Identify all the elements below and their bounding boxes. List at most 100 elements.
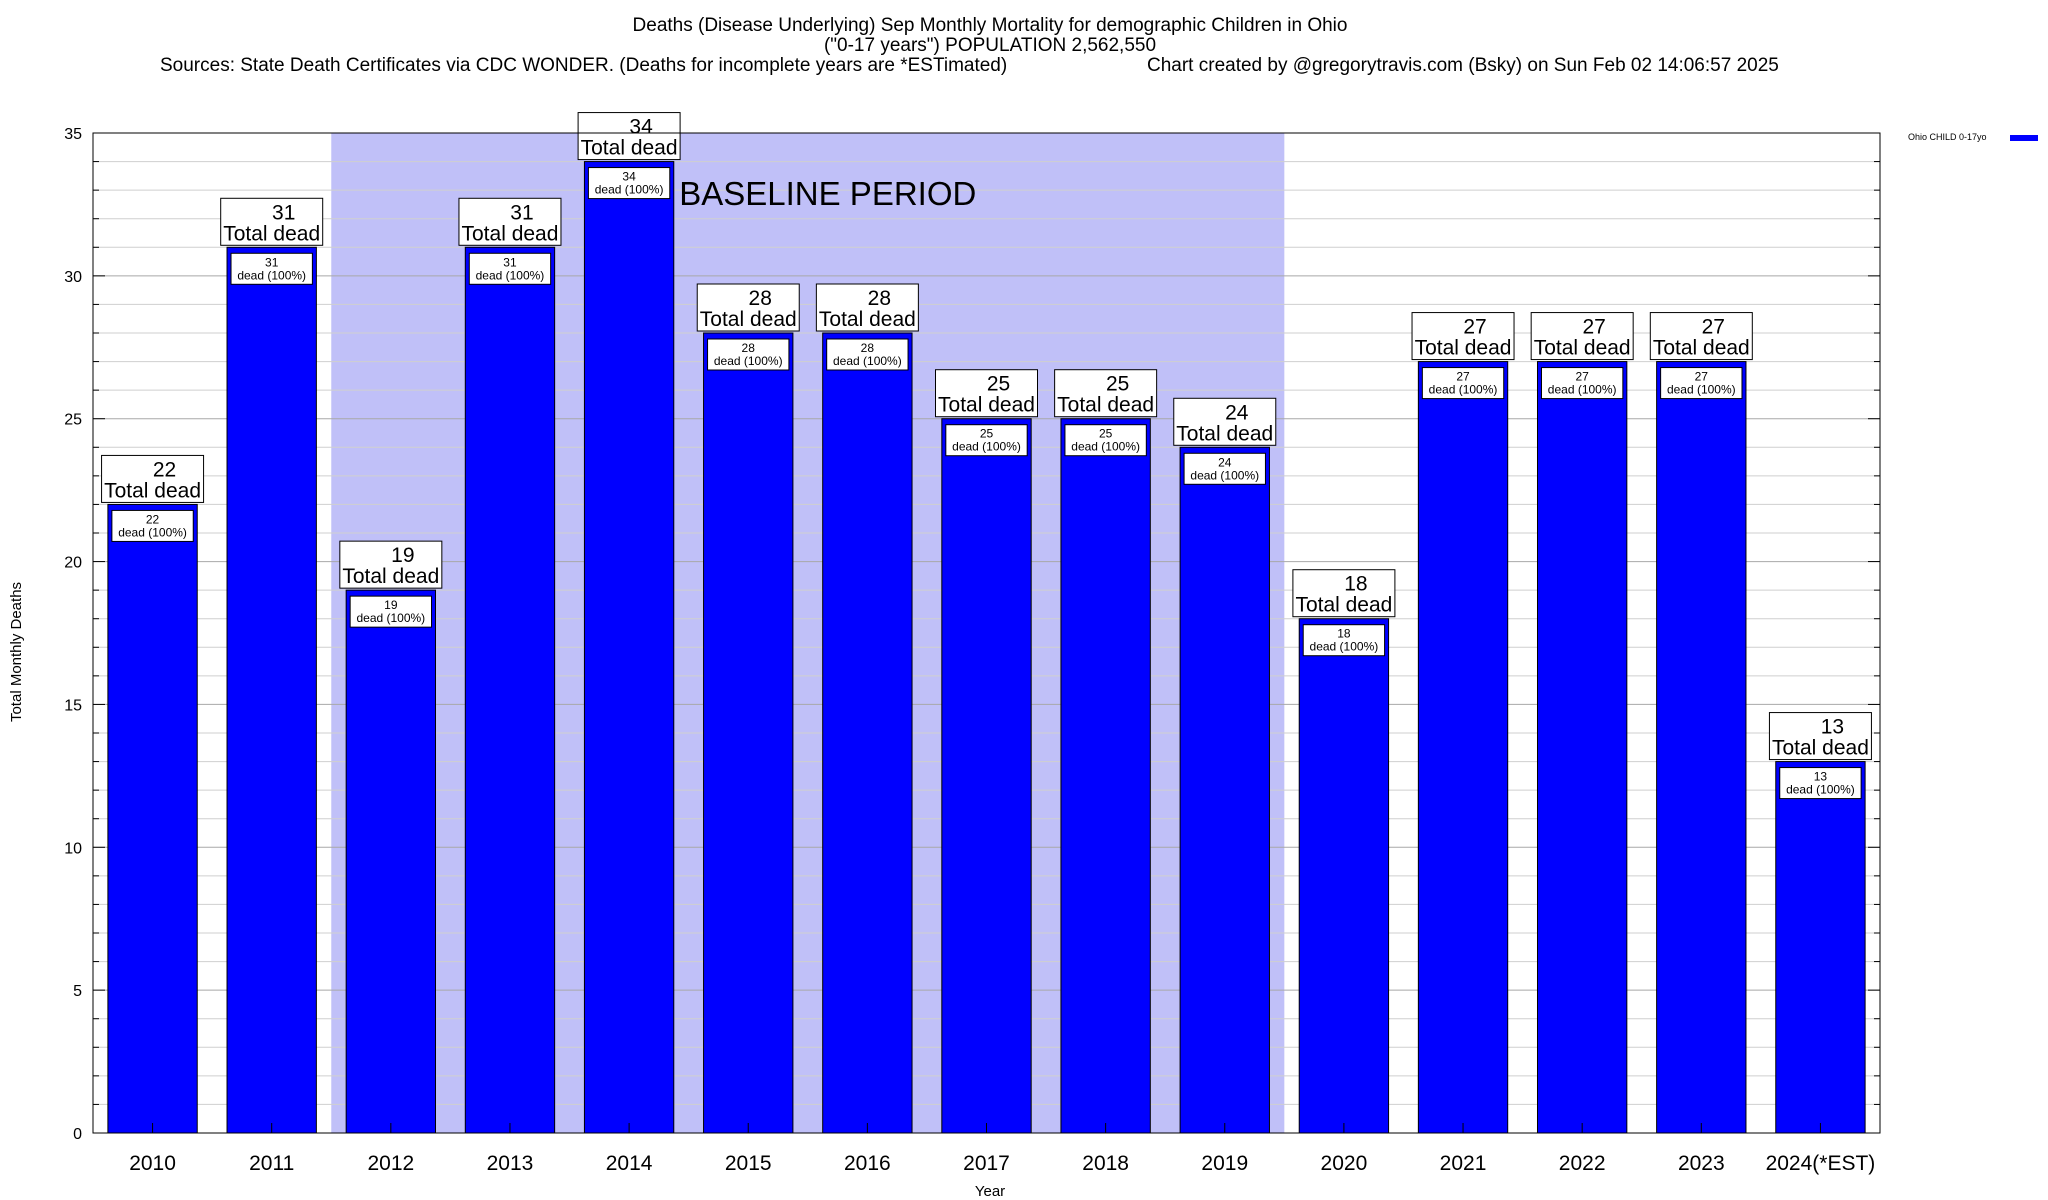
inner-label-text: dead (100%) <box>714 354 783 368</box>
inner-label-box <box>1302 624 1386 657</box>
inner-label-value: 27 <box>1575 370 1589 384</box>
inner-label-box <box>1660 367 1743 400</box>
y-tick-label: 15 <box>64 697 82 714</box>
x-tick-label: 2019 <box>1201 1152 1248 1175</box>
top-label-box <box>220 197 324 246</box>
top-label-text: Total dead <box>819 308 916 331</box>
bar <box>1298 618 1390 1134</box>
x-tick-label: 2024(*EST) <box>1766 1152 1876 1175</box>
top-label-value: 28 <box>868 287 891 310</box>
inner-label-value: 25 <box>1099 427 1113 441</box>
bar <box>822 332 913 1134</box>
inner-label-value: 34 <box>622 170 636 184</box>
top-label-box <box>577 112 681 161</box>
bar <box>1775 761 1866 1134</box>
inner-label-box <box>826 338 909 371</box>
inner-label-box <box>1183 452 1266 485</box>
inner-label-box <box>468 252 552 285</box>
top-label-text: Total dead <box>1176 422 1273 445</box>
bar <box>941 418 1032 1134</box>
top-label-value: 19 <box>391 544 414 567</box>
x-tick-label: 2023 <box>1678 1152 1725 1175</box>
top-label-box <box>1530 312 1634 361</box>
top-label-text: Total dead <box>1415 337 1512 360</box>
top-label-text: Total dead <box>1295 594 1392 617</box>
inner-label-text: dead (100%) <box>1310 640 1379 654</box>
inner-label-value: 13 <box>1814 770 1828 784</box>
top-label-value: 25 <box>1106 373 1129 396</box>
inner-label-text: dead (100%) <box>952 440 1021 454</box>
bar <box>464 246 556 1134</box>
top-label-text: Total dead <box>223 222 320 245</box>
inner-label-text: dead (100%) <box>118 525 187 539</box>
inner-label-text: dead (100%) <box>833 354 902 368</box>
inner-label-text: dead (100%) <box>356 611 425 625</box>
chart-title-line-2: ("0-17 years") POPULATION 2,562,550 <box>824 35 1156 56</box>
y-tick-label: 35 <box>64 126 82 143</box>
top-label-text: Total dead <box>104 479 201 502</box>
inner-label-value: 22 <box>146 512 160 526</box>
legend-swatch <box>2010 135 2038 141</box>
inner-label-value: 24 <box>1218 455 1232 469</box>
inner-label-text: dead (100%) <box>1667 383 1736 397</box>
x-tick-label: 2010 <box>129 1152 176 1175</box>
top-label-value: 31 <box>272 201 295 224</box>
y-tick-label: 0 <box>73 1126 82 1143</box>
x-tick-label: 2011 <box>249 1152 294 1175</box>
inner-label-value: 31 <box>265 255 279 269</box>
x-tick-label: 2018 <box>1082 1152 1129 1175</box>
legend-label: Ohio CHILD 0-17yo <box>1908 132 1987 142</box>
top-label-value: 18 <box>1344 573 1367 596</box>
inner-label-text: dead (100%) <box>1071 440 1140 454</box>
y-axis-title: Total Monthly Deaths <box>8 582 25 722</box>
top-label-box <box>458 197 562 246</box>
x-tick-label: 2014 <box>606 1152 653 1175</box>
top-label-value: 22 <box>153 458 176 481</box>
x-tick-label: 2015 <box>725 1152 772 1175</box>
top-label-box <box>1768 712 1872 761</box>
chart-credit: Chart created by @gregorytravis.com (Bsk… <box>1147 55 1779 76</box>
top-label-value: 31 <box>510 201 533 224</box>
inner-label-text: dead (100%) <box>1548 383 1617 397</box>
inner-label-box <box>587 167 671 200</box>
bar <box>1656 361 1747 1134</box>
top-label-value: 24 <box>1225 401 1249 424</box>
bar <box>345 589 437 1134</box>
top-label-box <box>1054 369 1158 418</box>
inner-label-box <box>707 338 790 371</box>
x-tick-label: 2012 <box>367 1152 414 1175</box>
y-tick-label: 5 <box>73 983 82 1000</box>
top-label-text: Total dead <box>1057 394 1154 417</box>
top-label-text: Total dead <box>1653 337 1750 360</box>
x-tick-label: 2022 <box>1559 1152 1606 1175</box>
top-label-box <box>935 369 1038 418</box>
x-tick-label: 2016 <box>844 1152 891 1175</box>
top-label-value: 27 <box>1702 316 1725 339</box>
top-label-text: Total dead <box>1534 337 1631 360</box>
bar <box>1536 361 1628 1134</box>
top-label-text: Total dead <box>462 222 559 245</box>
top-label-value: 34 <box>629 116 653 139</box>
inner-label-value: 27 <box>1456 370 1470 384</box>
bar <box>226 246 317 1134</box>
inner-label-value: 19 <box>384 598 398 612</box>
inner-label-text: dead (100%) <box>1786 783 1855 797</box>
top-label-box <box>1173 397 1277 446</box>
top-label-text: Total dead <box>581 137 678 160</box>
inner-label-box <box>945 424 1028 457</box>
inner-label-text: dead (100%) <box>595 183 664 197</box>
inner-label-box <box>1064 424 1147 457</box>
bar <box>1060 418 1151 1134</box>
top-label-box <box>1292 569 1396 618</box>
chart-sources: Sources: State Death Certificates via CD… <box>160 55 1007 76</box>
y-tick-label: 10 <box>64 840 82 857</box>
inner-label-value: 25 <box>980 427 994 441</box>
baseline-period-label: BASELINE PERIOD <box>679 175 976 212</box>
inner-label-box <box>1779 767 1862 800</box>
top-label-text: Total dead <box>1772 737 1869 760</box>
inner-label-box <box>349 595 433 628</box>
bar <box>583 161 675 1134</box>
top-label-value: 27 <box>1582 316 1605 339</box>
bar <box>107 503 198 1134</box>
x-tick-label: 2017 <box>963 1152 1010 1175</box>
